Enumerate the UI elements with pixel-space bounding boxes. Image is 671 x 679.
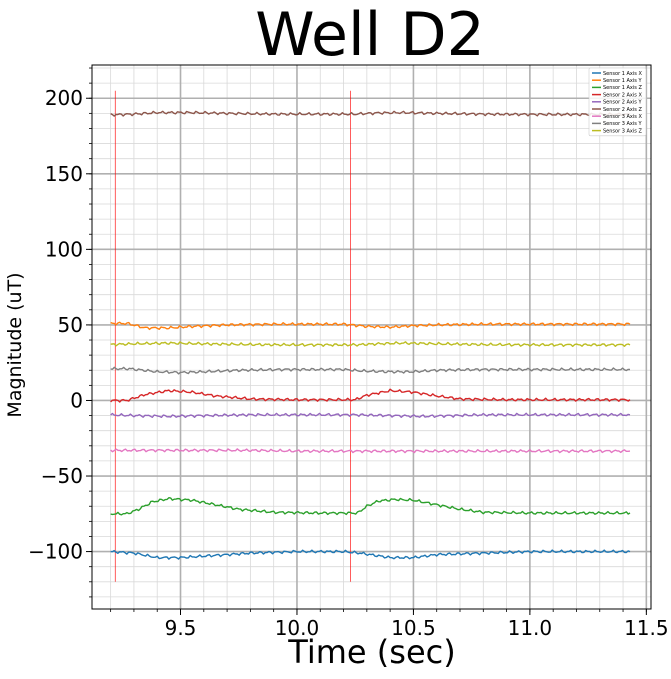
- legend-label: Sensor 1 Axis X: [603, 71, 642, 77]
- legend-box: [588, 67, 647, 137]
- series-line: [110, 412, 631, 418]
- series-line: [110, 448, 631, 454]
- y-tick-label: 0: [70, 388, 83, 412]
- series-lines: [110, 110, 631, 560]
- series-line: [110, 366, 631, 375]
- y-tick-label: −50: [41, 464, 83, 488]
- legend-label: Sensor 1 Axis Y: [603, 78, 642, 84]
- x-tick-label: 9.5: [165, 616, 197, 640]
- x-tick-label: 10.5: [391, 616, 436, 640]
- y-axis-label: Magnitude (uT): [4, 272, 26, 417]
- legend-label: Sensor 1 Axis Z: [603, 85, 642, 91]
- y-tick-label: 100: [45, 237, 83, 261]
- legend-label: Sensor 3 Axis Y: [603, 121, 642, 127]
- chart-title: Well D2: [255, 0, 485, 70]
- legend-label: Sensor 2 Axis Y: [603, 100, 642, 106]
- series-line: [110, 341, 631, 348]
- x-tick-label: 11.5: [624, 616, 669, 640]
- series-line: [110, 110, 631, 117]
- axis-ticks: 9.5 10.0 10.5 11.0 11.5 −100 −50 0 50 100 150 200: [28, 67, 669, 640]
- grid: [92, 65, 651, 609]
- y-tick-label: 150: [45, 162, 83, 186]
- event-markers: [114, 90, 351, 582]
- legend-label: Sensor 2 Axis Z: [603, 107, 642, 113]
- y-tick-label: 50: [58, 313, 83, 337]
- series-line: [110, 321, 631, 331]
- series-line: [110, 549, 631, 560]
- y-tick-label: 200: [45, 86, 83, 110]
- x-tick-label: 10.0: [275, 616, 320, 640]
- x-tick-label: 11.0: [508, 616, 553, 640]
- legend-label: Sensor 3 Axis X: [603, 114, 642, 120]
- legend-label: Sensor 2 Axis X: [603, 92, 642, 98]
- x-axis-label: Time (sec): [287, 633, 455, 671]
- series-line: [110, 497, 631, 516]
- plot-frame: [91, 64, 652, 610]
- legend-label: Sensor 3 Axis Z: [603, 128, 642, 134]
- series-line: [110, 388, 631, 403]
- y-tick-label: −100: [28, 540, 83, 564]
